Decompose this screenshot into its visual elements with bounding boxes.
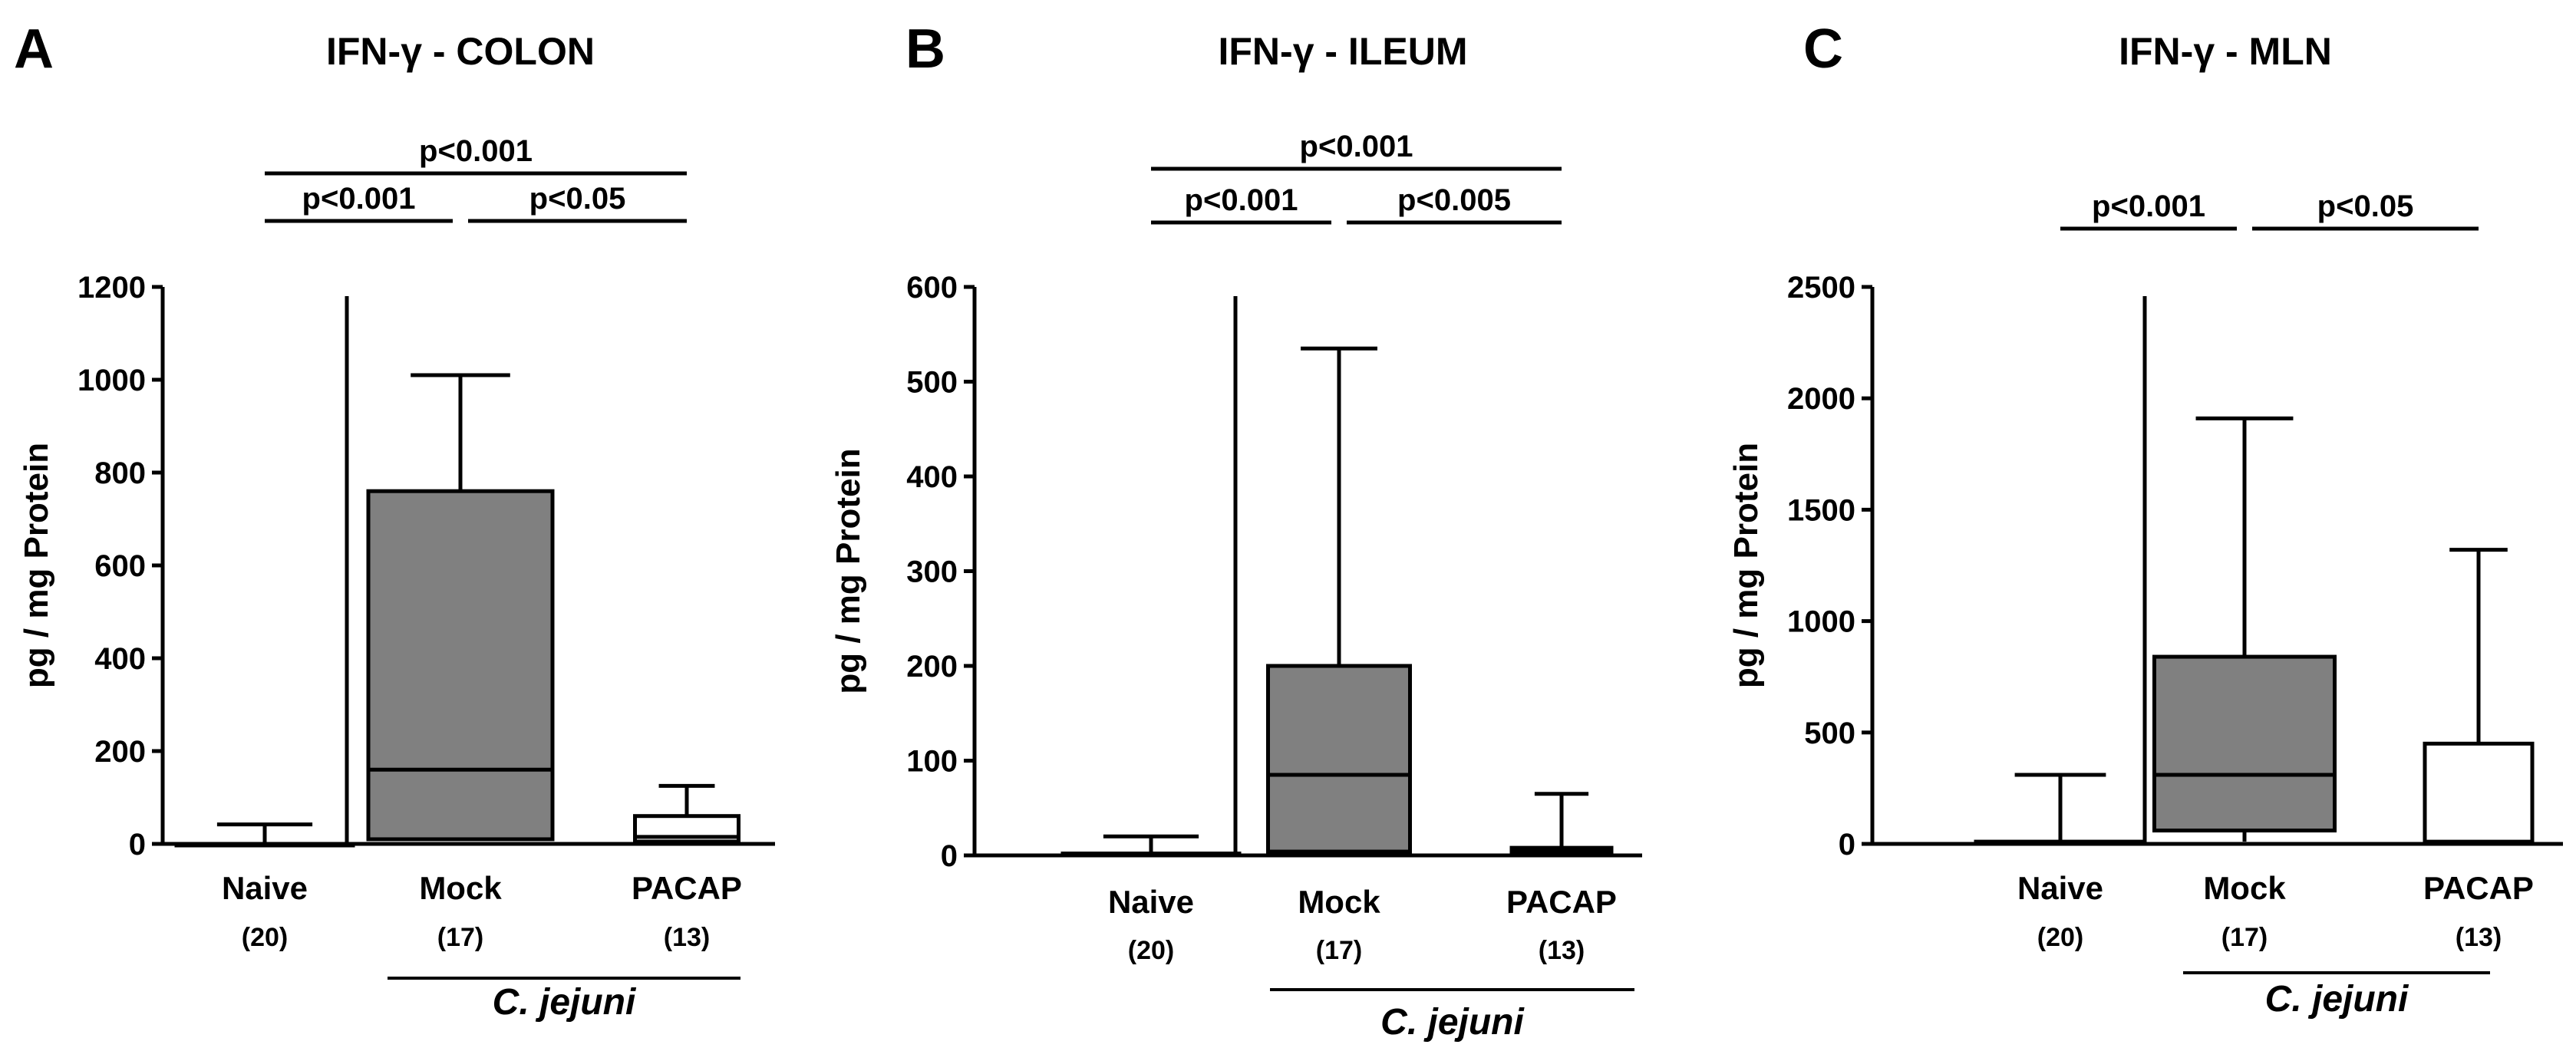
panel-letter: B [905, 18, 945, 80]
group-label: C. jejuni [1380, 1002, 1525, 1043]
n-label: (13) [2456, 923, 2502, 952]
y-tick-label: 2500 [1787, 271, 1855, 305]
category-label: PACAP [2423, 870, 2534, 906]
y-tick-label: 500 [1804, 717, 1855, 750]
box-naive [174, 822, 355, 848]
panel-letter: C [1803, 18, 1843, 80]
significance-label: p<0.001 [1185, 183, 1298, 217]
group-label: C. jejuni [2265, 979, 2409, 1020]
y-tick-label: 1500 [1787, 493, 1855, 527]
n-label: (17) [437, 923, 483, 952]
y-tick-label: 0 [129, 828, 146, 862]
n-label: (20) [2037, 923, 2083, 952]
group-label: C. jejuni [493, 982, 637, 1023]
n-label: (13) [664, 923, 710, 952]
category-label: Naive [222, 870, 308, 906]
category-label: Naive [2017, 870, 2103, 906]
n-label: (20) [1128, 936, 1174, 965]
panel-a: A IFN-γ - COLON 0 200 400 600 800 1000 1200 pg / … [14, 18, 775, 1023]
y-axis-label: pg / mg Protein [1727, 443, 1765, 688]
y-tick-label: 2000 [1787, 382, 1855, 416]
chart-title: IFN-γ - MLN [2119, 30, 2332, 73]
y-tick-label: 0 [941, 839, 958, 873]
box-mock [1266, 346, 1412, 854]
box-mock [366, 373, 555, 842]
category-label: Mock [2203, 870, 2286, 906]
y-tick-label: 200 [94, 735, 146, 769]
chart-title: IFN-γ - ILEUM [1219, 30, 1468, 73]
y-tick-label: 500 [906, 366, 958, 400]
box-naive [1974, 773, 2147, 846]
n-label: (13) [1539, 936, 1585, 965]
box-iqr [366, 489, 555, 842]
category-label: PACAP [1506, 884, 1617, 920]
category-label: Mock [419, 870, 502, 906]
category-label: Mock [1298, 884, 1380, 920]
y-tick-label: 1000 [78, 364, 146, 397]
y-tick-label: 400 [94, 642, 146, 676]
y-tick-label: 800 [94, 456, 146, 490]
chart-title: IFN-γ - COLON [326, 30, 595, 73]
box-iqr [2423, 741, 2535, 845]
y-tick-label: 0 [1839, 828, 1855, 862]
y-axis-label: pg / mg Protein [18, 443, 55, 688]
y-tick-label: 200 [906, 650, 958, 684]
n-label: (17) [2221, 923, 2268, 952]
y-tick-label: 400 [906, 460, 958, 494]
y-tick-label: 1000 [1787, 605, 1855, 639]
box-pacap [1509, 792, 1614, 856]
significance-label: p<0.05 [2317, 189, 2414, 223]
significance-label: p<0.05 [529, 182, 626, 216]
significance-label: p<0.001 [2092, 189, 2205, 223]
y-tick-label: 100 [906, 745, 958, 779]
significance-label: p<0.001 [1300, 130, 1413, 163]
y-tick-label: 300 [906, 555, 958, 589]
n-label: (20) [242, 923, 288, 952]
panel-letter: A [14, 18, 54, 80]
category-label: PACAP [632, 870, 742, 906]
y-tick-label: 1200 [78, 271, 146, 305]
y-tick-label: 600 [906, 271, 958, 305]
box-pacap [633, 783, 740, 844]
category-label: Naive [1108, 884, 1194, 920]
significance-label: p<0.001 [419, 134, 533, 168]
panel-c: C IFN-γ - MLN 0 500 1000 1500 2000 2500 pg / mg … [1727, 18, 2563, 1020]
significance-label: p<0.005 [1397, 183, 1511, 217]
significance-label: p<0.001 [302, 182, 416, 216]
box-mock [2152, 416, 2337, 842]
y-axis-label: pg / mg Protein [830, 448, 867, 694]
y-tick-label: 600 [94, 549, 146, 583]
n-label: (17) [1316, 936, 1362, 965]
box-naive [1060, 834, 1242, 858]
box-iqr [1266, 664, 1412, 854]
panel-b: B IFN-γ - ILEUM 0 100 200 300 400 500 600 pg / mg… [830, 18, 1642, 1043]
box-pacap [2423, 548, 2535, 845]
box-iqr [2152, 654, 2337, 833]
